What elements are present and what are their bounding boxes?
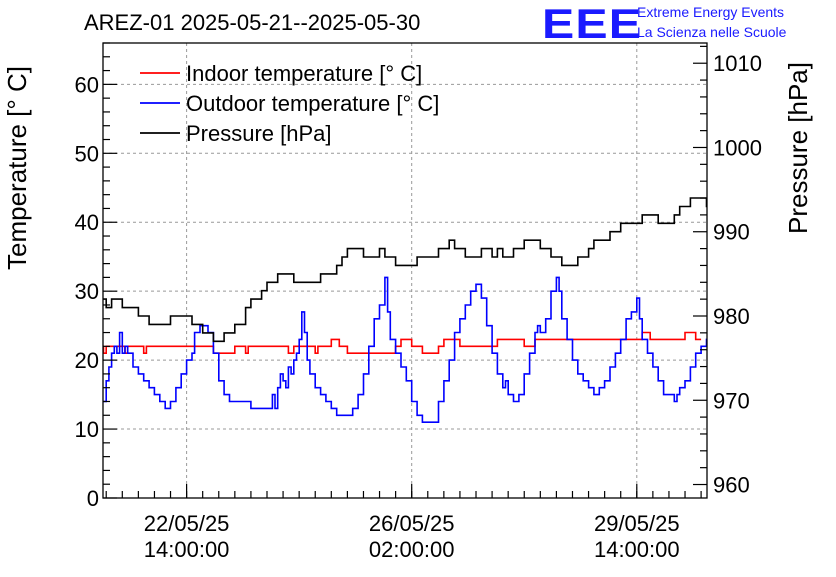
- data-series: [103, 197, 707, 423]
- series-line-2: [103, 197, 707, 343]
- y-left-tick-label: 10: [75, 417, 99, 442]
- legend-label-0: Indoor temperature [° C]: [186, 61, 422, 86]
- series-line-1: [103, 276, 707, 423]
- y-right-tick-label: 970: [713, 388, 750, 413]
- y-right-tick-label: 1000: [713, 135, 762, 160]
- eee-logo: EEE: [542, 0, 643, 47]
- grid-lines: [103, 43, 707, 498]
- x-tick-label-time: 14:00:00: [594, 537, 680, 562]
- y-right-tick-label: 1010: [713, 51, 762, 76]
- series-line-0: [103, 331, 702, 354]
- y-left-tick-label: 60: [75, 72, 99, 97]
- axes: 0 10 20 30 40 50 60 960 970 980 990 1000 1010 22/05/2…: [75, 42, 762, 562]
- y-left-tick-label: 30: [75, 279, 99, 304]
- y-left-tick-label: 40: [75, 210, 99, 235]
- x-tick-label-date: 26/05/25: [369, 511, 455, 536]
- x-tick-label-date: 22/05/25: [144, 511, 230, 536]
- logo-line-2: La Scienza nelle Scuole: [637, 24, 787, 40]
- y-right-tick-label: 980: [713, 304, 750, 329]
- y-left-tick-label: 50: [75, 141, 99, 166]
- y-right-tick-label: 960: [713, 473, 750, 498]
- plot-frame: [102, 42, 708, 499]
- y-left-tick-label: 0: [87, 486, 99, 511]
- x-tick-label-time: 02:00:00: [369, 537, 455, 562]
- x-tick-label-time: 14:00:00: [144, 537, 230, 562]
- legend-label-2: Pressure [hPa]: [186, 121, 332, 146]
- y-right-tick-label: 990: [713, 220, 750, 245]
- y-axis-label-right: Pressure [hPa]: [783, 62, 813, 234]
- y-axis-label-left: Temperature [° C]: [2, 65, 32, 270]
- y-left-tick-label: 20: [75, 348, 99, 373]
- logo-line-1: Extreme Energy Events: [637, 4, 785, 20]
- legend: Indoor temperature [° C] Outdoor temperat…: [140, 61, 439, 146]
- chart-title: AREZ-01 2025-05-21--2025-05-30: [84, 10, 421, 35]
- legend-label-1: Outdoor temperature [° C]: [186, 91, 439, 116]
- x-tick-label-date: 29/05/25: [594, 511, 680, 536]
